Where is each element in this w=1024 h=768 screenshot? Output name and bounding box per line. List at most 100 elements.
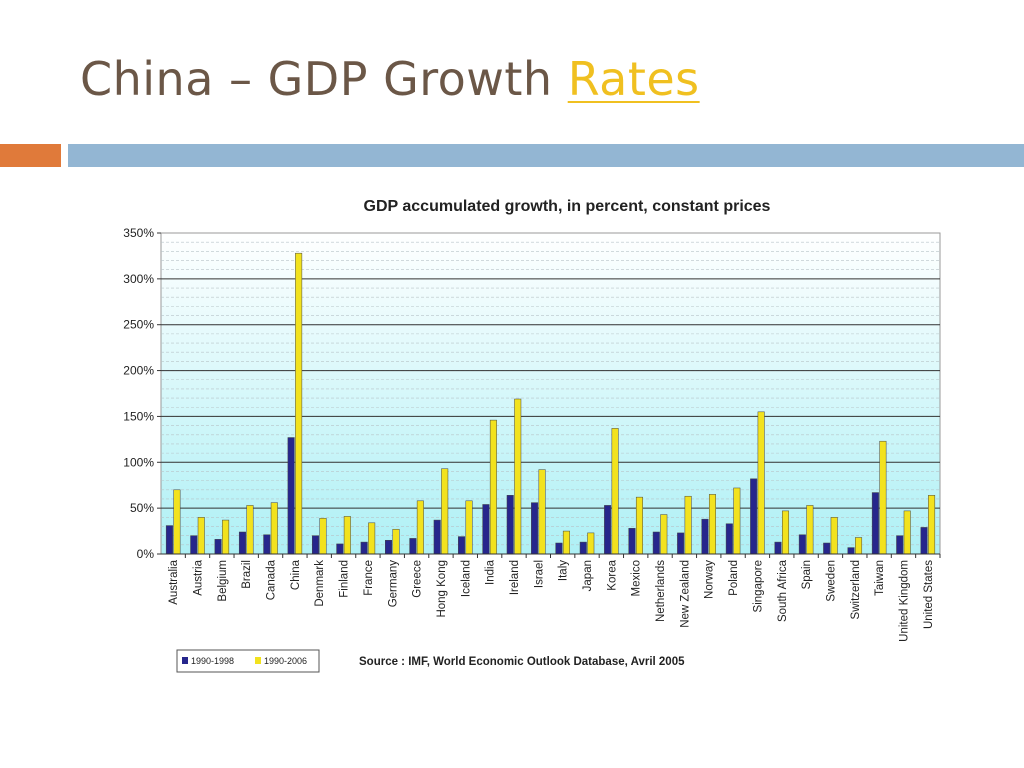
bar-korea-1990-1998 xyxy=(604,505,612,555)
bar-spain-1990-2006 xyxy=(806,505,814,555)
bar-india-1990-2006 xyxy=(489,419,497,555)
bar-south-africa-1990-1998 xyxy=(774,541,782,555)
x-tick-label-china: China xyxy=(290,559,302,590)
legend-label-1990-2006: 1990-2006 xyxy=(264,656,307,666)
bar-korea-1990-2006 xyxy=(611,428,619,555)
y-axis: 0% 50% 100% 150% 200% 250% 300% 350% xyxy=(123,226,161,561)
bar-netherlands-1990-1998 xyxy=(652,531,660,555)
y-tick-label: 350% xyxy=(123,226,154,240)
bar-ireland-1990-1998 xyxy=(506,495,514,555)
x-tick-label-italy: Italy xyxy=(558,560,570,581)
bar-hong-kong-1990-1998 xyxy=(433,519,441,555)
x-axis: Australia Austria Belgium Brazil Canada China… xyxy=(161,553,941,642)
x-tick-label-hong-kong: Hong Kong xyxy=(436,560,448,618)
y-tick-label: 50% xyxy=(130,501,154,515)
bar-germany-1990-1998 xyxy=(385,539,393,555)
bar-sweden-1990-2006 xyxy=(830,517,838,555)
x-tick-label-germany: Germany xyxy=(387,560,399,608)
y-tick-label: 250% xyxy=(123,318,154,332)
bar-israel-1990-2006 xyxy=(538,469,546,555)
x-tick-label-france: France xyxy=(363,560,375,596)
slide-title: China – GDP Growth Rates xyxy=(80,52,700,106)
bar-australia-1990-2006 xyxy=(173,489,181,555)
rates-link[interactable]: Rates xyxy=(567,52,700,106)
plot-area xyxy=(160,232,941,555)
bar-greece-1990-2006 xyxy=(416,500,424,555)
bar-iceland-1990-1998 xyxy=(458,536,466,555)
bar-france-1990-1998 xyxy=(360,541,368,555)
legend: 1990-1998 1990-2006 xyxy=(176,649,320,673)
bar-canada-1990-1998 xyxy=(263,534,271,555)
bar-hong-kong-1990-2006 xyxy=(441,468,449,555)
x-tick-label-sweden: Sweden xyxy=(825,560,837,602)
x-tick-label-iceland: Iceland xyxy=(460,560,472,597)
bar-netherlands-1990-2006 xyxy=(660,514,668,555)
bar-united-kingdom-1990-1998 xyxy=(896,535,904,555)
bar-israel-1990-1998 xyxy=(531,502,539,555)
x-tick-label-israel: Israel xyxy=(533,560,545,588)
y-tick-label: 100% xyxy=(123,455,154,469)
bar-mexico-1990-2006 xyxy=(635,496,643,555)
bar-australia-1990-1998 xyxy=(165,525,173,555)
y-tick-label: 200% xyxy=(123,364,154,378)
x-tick-label-india: India xyxy=(485,559,497,585)
bar-sweden-1990-1998 xyxy=(823,542,831,555)
bar-finland-1990-2006 xyxy=(343,516,351,555)
bar-austria-1990-2006 xyxy=(197,517,205,555)
accent-bar-orange xyxy=(0,144,61,167)
x-tick-label-new-zealand: New Zealand xyxy=(679,560,691,628)
bar-japan-1990-2006 xyxy=(587,532,595,555)
x-tick-label-south-africa: South Africa xyxy=(777,559,789,622)
x-tick-label-australia: Australia xyxy=(168,559,180,604)
bar-switzerland-1990-2006 xyxy=(855,537,863,555)
x-tick-label-poland: Poland xyxy=(728,560,740,596)
bar-spain-1990-1998 xyxy=(798,534,806,555)
y-tick-label: 0% xyxy=(137,547,155,561)
bar-iceland-1990-2006 xyxy=(465,500,473,555)
chart-container: GDP accumulated growth, in percent, cons… xyxy=(80,185,960,685)
x-tick-label-mexico: Mexico xyxy=(631,560,643,596)
bar-poland-1990-2006 xyxy=(733,487,741,555)
x-tick-label-ireland: Ireland xyxy=(509,560,521,595)
x-tick-label-spain: Spain xyxy=(801,560,813,589)
bar-japan-1990-1998 xyxy=(579,541,587,555)
bar-finland-1990-1998 xyxy=(336,543,344,555)
x-tick-label-united-states: United States xyxy=(923,560,935,629)
x-tick-label-denmark: Denmark xyxy=(314,560,326,607)
x-tick-label-switzerland: Switzerland xyxy=(850,560,862,619)
x-tick-label-norway: Norway xyxy=(704,560,716,599)
bar-singapore-1990-1998 xyxy=(750,478,758,555)
legend-swatch-1990-1998 xyxy=(182,657,188,664)
chart-title: GDP accumulated growth, in percent, cons… xyxy=(364,198,771,215)
bar-china-1990-1998 xyxy=(287,437,295,555)
bar-switzerland-1990-1998 xyxy=(847,547,855,555)
bar-denmark-1990-2006 xyxy=(319,517,327,555)
bar-brazil-1990-1998 xyxy=(238,531,246,555)
bar-greece-1990-1998 xyxy=(409,538,417,555)
bar-poland-1990-1998 xyxy=(725,523,733,555)
bar-brazil-1990-2006 xyxy=(246,505,254,555)
bar-ireland-1990-2006 xyxy=(514,398,522,555)
bar-south-africa-1990-2006 xyxy=(782,510,790,555)
bar-taiwan-1990-2006 xyxy=(879,440,887,555)
y-tick-label: 300% xyxy=(123,272,154,286)
x-tick-label-austria: Austria xyxy=(193,559,205,595)
x-tick-label-taiwan: Taiwan xyxy=(874,560,886,596)
bar-belgium-1990-2006 xyxy=(222,519,230,555)
x-tick-label-belgium: Belgium xyxy=(217,560,229,602)
x-tick-label-singapore: Singapore xyxy=(752,560,764,612)
bar-united-states-1990-1998 xyxy=(920,527,928,555)
bar-india-1990-1998 xyxy=(482,504,490,555)
gdp-growth-chart: GDP accumulated growth, in percent, cons… xyxy=(123,198,941,673)
accent-bar-blue xyxy=(68,144,1024,167)
x-tick-label-brazil: Brazil xyxy=(241,560,253,589)
bar-norway-1990-2006 xyxy=(708,494,716,555)
bar-mexico-1990-1998 xyxy=(628,528,636,555)
bar-belgium-1990-1998 xyxy=(214,539,222,555)
bar-new-zealand-1990-1998 xyxy=(677,532,685,555)
bar-austria-1990-1998 xyxy=(190,535,198,555)
bar-norway-1990-1998 xyxy=(701,518,709,555)
x-tick-label-finland: Finland xyxy=(339,560,351,598)
slide-title-text: China – GDP Growth xyxy=(80,52,553,106)
bar-italy-1990-1998 xyxy=(555,542,563,555)
